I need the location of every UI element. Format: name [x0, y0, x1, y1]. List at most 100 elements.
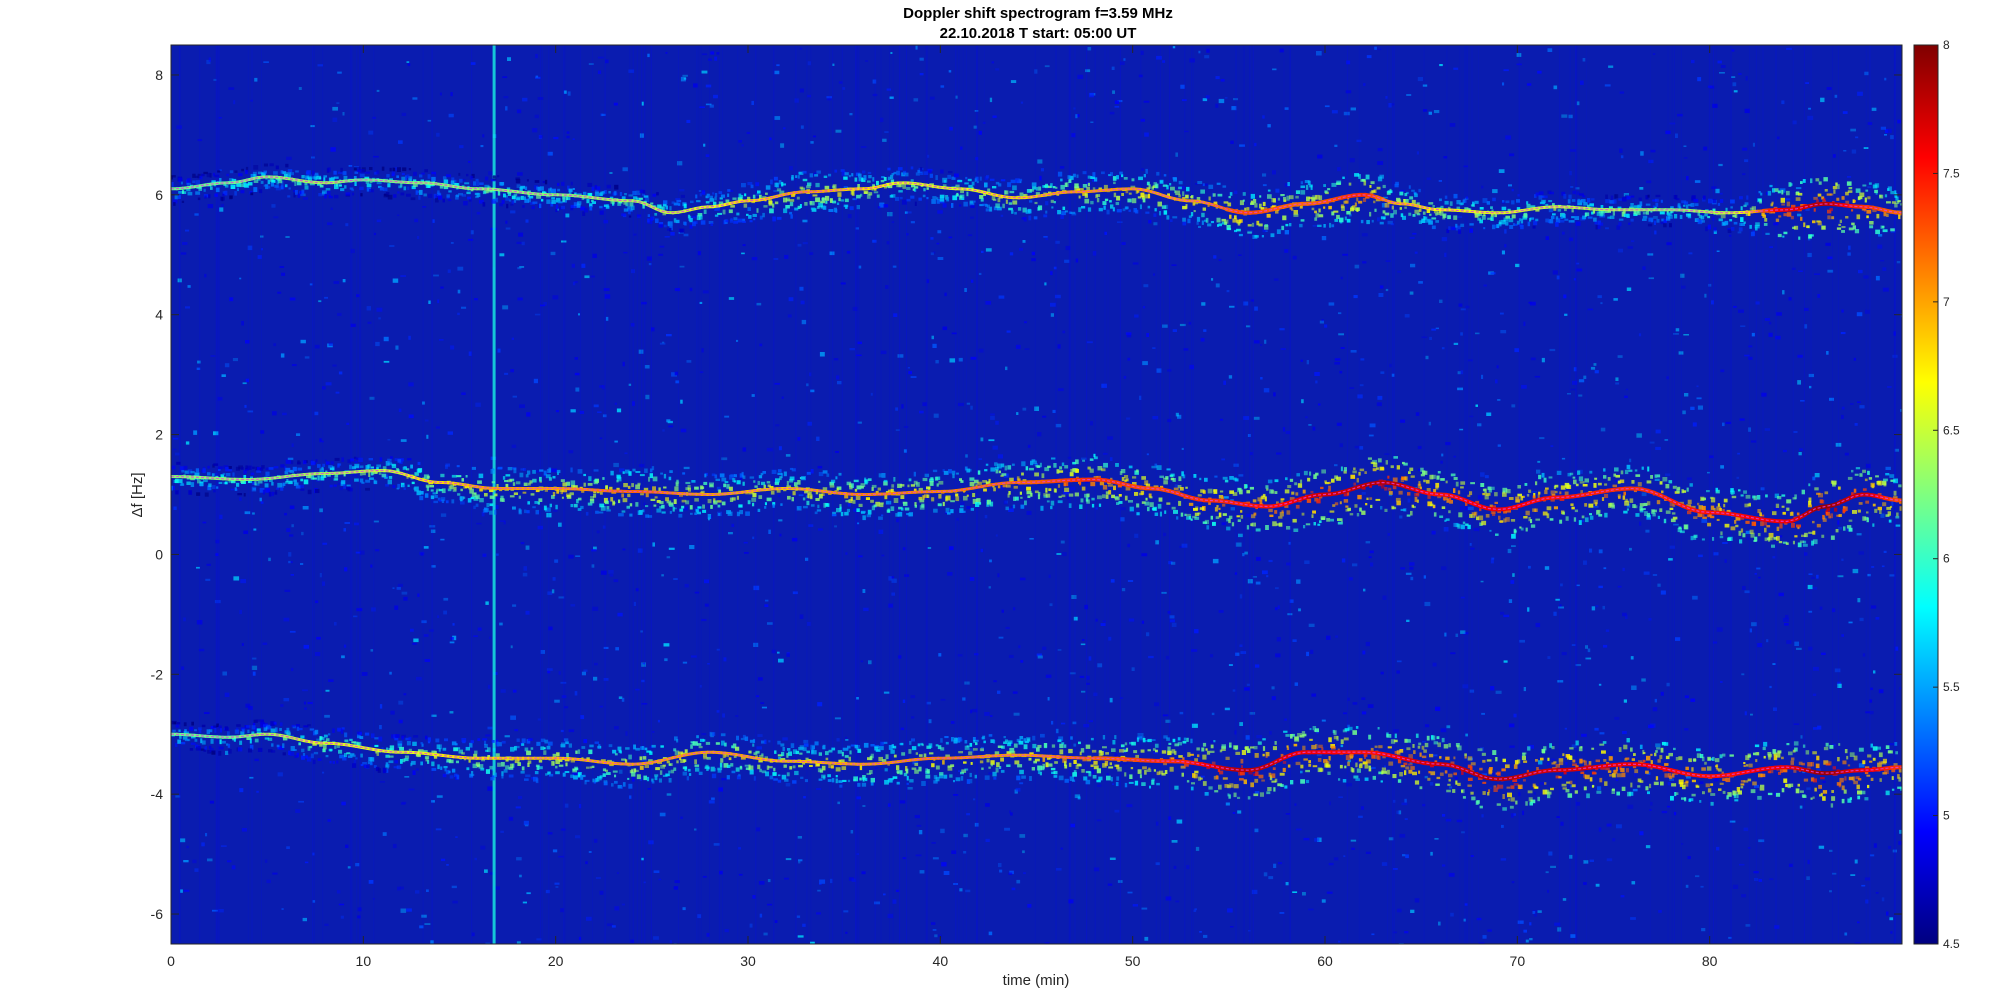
noise-speckle	[641, 301, 647, 305]
noise-speckle	[338, 371, 343, 375]
trace-speckle	[1404, 193, 1408, 197]
noise-speckle	[963, 833, 968, 838]
noise-speckle	[1399, 515, 1403, 519]
noise-speckle	[1020, 101, 1024, 104]
trace-speckle	[915, 172, 920, 176]
noise-speckle	[290, 574, 294, 576]
trace-speckle	[583, 191, 587, 196]
noise-speckle	[228, 87, 235, 90]
noise-speckle	[887, 212, 893, 217]
trace-speckle	[1508, 218, 1514, 223]
noise-speckle	[900, 727, 905, 731]
trace-speckle	[719, 197, 723, 200]
noise-speckle	[1064, 259, 1070, 263]
noise-speckle	[1075, 114, 1078, 119]
trace-speckle	[1532, 225, 1536, 229]
noise-speckle	[599, 385, 604, 388]
noise-speckle	[704, 603, 709, 607]
trace-speckle	[1400, 213, 1404, 218]
trace-speckle	[1867, 196, 1871, 200]
noise-speckle	[1882, 287, 1889, 292]
trace-speckle	[1469, 223, 1474, 226]
trace-speckle	[1762, 214, 1766, 218]
noise-speckle	[285, 236, 290, 238]
trace-speckle	[493, 175, 496, 179]
noise-speckle	[759, 913, 763, 918]
noise-speckle	[517, 297, 523, 301]
noise-speckle	[890, 52, 893, 54]
trace-speckle	[1874, 183, 1880, 188]
trace-speckle	[1516, 207, 1521, 212]
trace-speckle	[324, 194, 327, 199]
noise-speckle	[1184, 130, 1189, 133]
noise-speckle	[1817, 725, 1822, 730]
trace-speckle	[1102, 201, 1107, 205]
noise-speckle	[324, 296, 328, 299]
trace-speckle	[1110, 204, 1114, 209]
noise-speckle	[1570, 934, 1576, 938]
noise-speckle	[537, 97, 544, 100]
noise-speckle	[457, 312, 460, 316]
trace-speckle	[600, 191, 603, 197]
noise-speckle	[628, 69, 635, 73]
noise-speckle	[614, 726, 619, 730]
noise-speckle	[369, 396, 375, 400]
noise-speckle	[1525, 939, 1529, 943]
noise-speckle	[1284, 718, 1287, 721]
trace-speckle	[360, 193, 363, 197]
trace-speckle	[1416, 213, 1421, 216]
noise-speckle	[322, 771, 325, 774]
noise-speckle	[476, 211, 481, 215]
noise-speckle	[220, 845, 227, 847]
noise-speckle	[523, 566, 527, 571]
noise-speckle	[1692, 595, 1698, 600]
noise-speckle	[551, 468, 557, 473]
noise-speckle	[345, 223, 349, 227]
noise-speckle	[1858, 269, 1863, 274]
noise-speckle	[630, 269, 635, 274]
trace-speckle	[902, 170, 907, 175]
trace-speckle	[680, 194, 685, 198]
noise-speckle	[995, 420, 999, 425]
noise-speckle	[241, 828, 247, 832]
noise-speckle	[1037, 655, 1043, 659]
trace-speckle	[1707, 216, 1711, 219]
trace-speckle	[577, 201, 582, 205]
trace-speckle	[288, 480, 293, 485]
trace-speckle	[849, 206, 854, 211]
noise-speckle	[414, 218, 419, 223]
noise-speckle	[357, 907, 362, 912]
noise-speckle	[1176, 819, 1183, 824]
noise-speckle	[838, 81, 843, 84]
trace-speckle	[1594, 220, 1598, 225]
trace-speckle	[1104, 198, 1109, 201]
noise-speckle	[183, 889, 190, 892]
noise-speckle	[1308, 623, 1315, 627]
noise-speckle	[1433, 484, 1437, 488]
noise-speckle	[738, 873, 743, 876]
trace-speckle	[1704, 213, 1708, 217]
noise-speckle	[904, 211, 908, 214]
noise-speckle	[497, 348, 501, 353]
noise-speckle	[1343, 111, 1350, 116]
noise-speckle	[613, 102, 618, 106]
trace-speckle	[1509, 225, 1514, 229]
noise-speckle	[392, 587, 395, 589]
noise-speckle	[550, 251, 556, 256]
noise-speckle	[1869, 854, 1875, 857]
noise-speckle	[1412, 232, 1417, 235]
noise-speckle	[1748, 345, 1753, 348]
trace-speckle	[790, 214, 793, 219]
noise-speckle	[1056, 553, 1062, 555]
trace-speckle	[240, 183, 245, 188]
trace-speckle	[1408, 185, 1411, 189]
noise-speckle	[1547, 656, 1551, 659]
trace-speckle	[1581, 199, 1586, 203]
noise-speckle	[346, 422, 350, 425]
noise-speckle	[931, 335, 934, 340]
trace-speckle	[1733, 221, 1738, 225]
noise-speckle	[489, 636, 492, 639]
trace-speckle	[628, 209, 631, 215]
noise-speckle	[1620, 895, 1625, 898]
trace-speckle	[1693, 198, 1699, 203]
